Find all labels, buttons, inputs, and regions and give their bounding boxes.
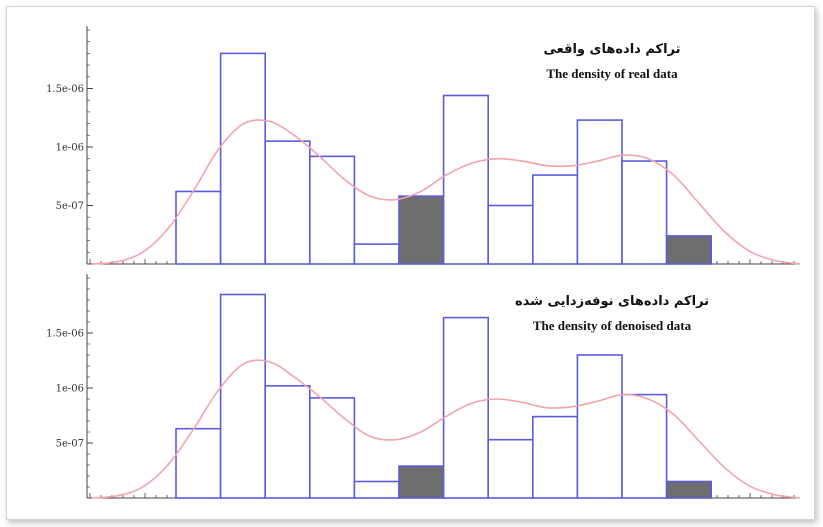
histogram-bar <box>487 204 534 265</box>
histogram-bar <box>621 393 668 499</box>
density-curve <box>91 359 801 499</box>
chart-title: The density of real data <box>546 66 678 81</box>
histogram-bar <box>576 119 623 265</box>
histogram-bar-highlighted <box>665 235 712 265</box>
y-tick-label: 1.5e-06 <box>46 84 84 95</box>
histogram-bar <box>353 480 400 499</box>
histogram-bar <box>308 155 356 265</box>
histogram-bar <box>487 438 534 499</box>
histogram-bar <box>175 427 222 499</box>
histogram-bar-highlighted <box>398 465 445 499</box>
y-tick-label: 1e-06 <box>56 143 84 154</box>
chart-title: The density of denoised data <box>533 318 692 333</box>
histogram-bar <box>219 293 267 499</box>
histogram-bar <box>442 316 490 499</box>
histogram-bar <box>219 52 267 265</box>
y-tick-label: 5e-07 <box>56 439 84 450</box>
histogram-bar <box>442 94 490 265</box>
histogram-bar <box>264 384 311 499</box>
histogram-bar-highlighted <box>398 195 445 265</box>
y-tick-label: 5e-07 <box>56 201 84 212</box>
y-tick-label: 1e-06 <box>56 384 84 395</box>
histogram-bar-highlighted <box>665 480 712 499</box>
histogram-bar <box>576 354 623 499</box>
histogram-bar <box>621 160 668 265</box>
chart-title-persian: تراکم داده‌های واقعی <box>543 42 680 57</box>
histogram-bar <box>175 190 222 265</box>
histogram-bar <box>531 174 579 265</box>
density-curve <box>91 119 801 265</box>
histogram-bar <box>353 243 400 265</box>
histogram-bar <box>308 397 356 499</box>
chart-title-persian: تراکم داده‌های نوفه‌زدایی شده <box>515 294 709 309</box>
histogram-bar <box>264 140 311 265</box>
histogram-bar <box>531 415 579 499</box>
y-tick-label: 1.5e-06 <box>46 329 84 340</box>
